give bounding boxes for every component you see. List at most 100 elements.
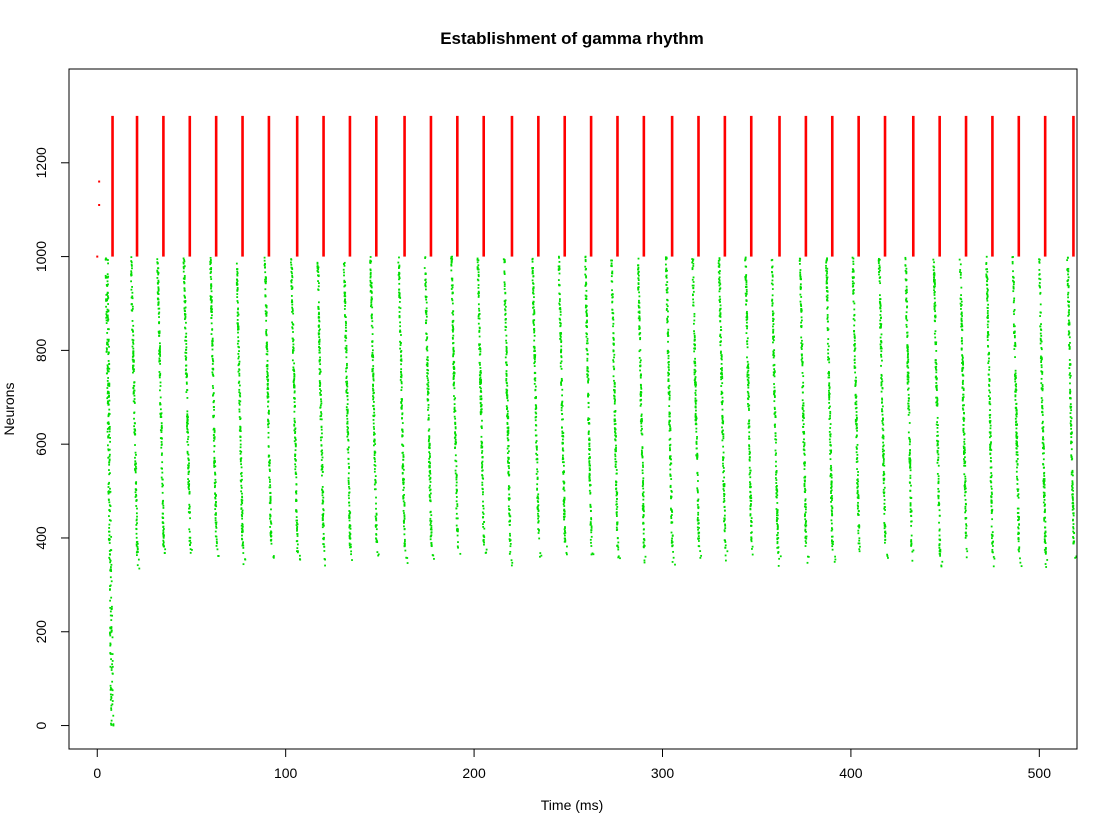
spike-point [693,362,696,365]
spike-point [132,347,135,350]
spike-point [481,419,483,422]
spike-point [638,333,641,336]
spike-point [321,432,323,435]
spike-point [696,503,699,506]
spike-point [825,267,827,269]
spike-point [615,503,618,506]
spike-point [110,566,112,568]
spike-point [772,337,774,340]
spike-point [345,384,348,387]
spike-point [637,317,640,320]
spike-point [187,457,190,460]
spike-point [267,374,269,377]
spike-point [135,481,138,483]
spike-point [453,395,455,397]
spike-point [130,296,133,299]
spike-point [106,291,109,294]
spike-point [692,265,695,267]
spike-point [587,381,590,384]
spike-point [639,364,641,367]
spike-point [590,531,593,534]
spike-point [398,272,401,275]
spike-point [639,376,642,379]
spike-point [347,438,350,441]
spike-point [372,392,375,395]
spike-point [162,507,165,509]
spike-point [320,425,323,428]
spike-point [800,305,803,308]
spike-point [614,463,617,466]
spike-point [426,364,429,367]
spike-point [536,495,539,498]
spike-point [910,515,913,517]
spike-point [834,555,836,558]
spike-point [773,392,775,395]
spike-point [907,431,910,434]
spike-point [110,629,113,632]
spike-point [183,280,185,283]
spike-point [424,285,427,288]
spike-point [719,283,722,285]
spike-point [745,290,748,293]
spike-point [342,263,345,265]
spike-point [535,412,538,415]
spike-point [265,319,268,322]
spike-point [375,502,377,505]
spike-point [239,479,242,482]
spike-point [182,262,185,265]
spike-point [691,258,694,260]
spike-point [744,286,747,288]
spike-point [803,462,806,465]
spike-point [457,546,459,549]
spike-point [907,374,910,377]
spike-point [884,506,886,508]
spike-point [400,386,403,389]
spike-point [131,320,134,322]
spike-point [910,484,912,487]
spike-point [695,447,698,450]
spike-point [320,453,323,456]
spike-point [720,358,723,361]
spike-point [373,440,375,443]
spike-point [182,261,185,264]
spike-burst-excitatory [857,115,860,257]
spike-point [160,427,163,429]
spike-point [560,332,562,334]
spike-point [237,352,240,355]
spike-point [109,631,111,634]
spike-point [672,550,674,553]
spike-point [424,278,427,281]
spike-point [746,337,749,340]
spike-point [827,328,829,331]
spike-point [131,291,134,294]
spike-point [452,327,455,330]
spike-point [107,490,110,493]
spike-point [531,260,534,263]
spike-point [561,430,564,433]
spike-point [320,459,323,461]
spike-point [668,397,671,399]
spike-point [694,389,697,392]
spike-point [801,399,804,402]
spike-point [266,353,269,356]
spike-point [747,426,750,429]
spike-point [884,523,886,526]
spike-burst-inhibitory [502,258,514,567]
spike-point [108,539,111,542]
spike-point [107,423,110,425]
spike-point [402,468,405,471]
spike-point [746,327,748,330]
spike-point [108,463,111,466]
spike-point [161,461,164,464]
spike-point [210,284,212,287]
spike-point [210,322,213,325]
spike-point [826,272,828,275]
spike-point [106,280,109,283]
spike-point [400,368,403,371]
spike-point [236,290,239,292]
spike-point [590,529,593,532]
spike-point [450,284,453,287]
spike-point [482,525,485,528]
spike-point [904,258,907,261]
spike-point [747,394,750,397]
